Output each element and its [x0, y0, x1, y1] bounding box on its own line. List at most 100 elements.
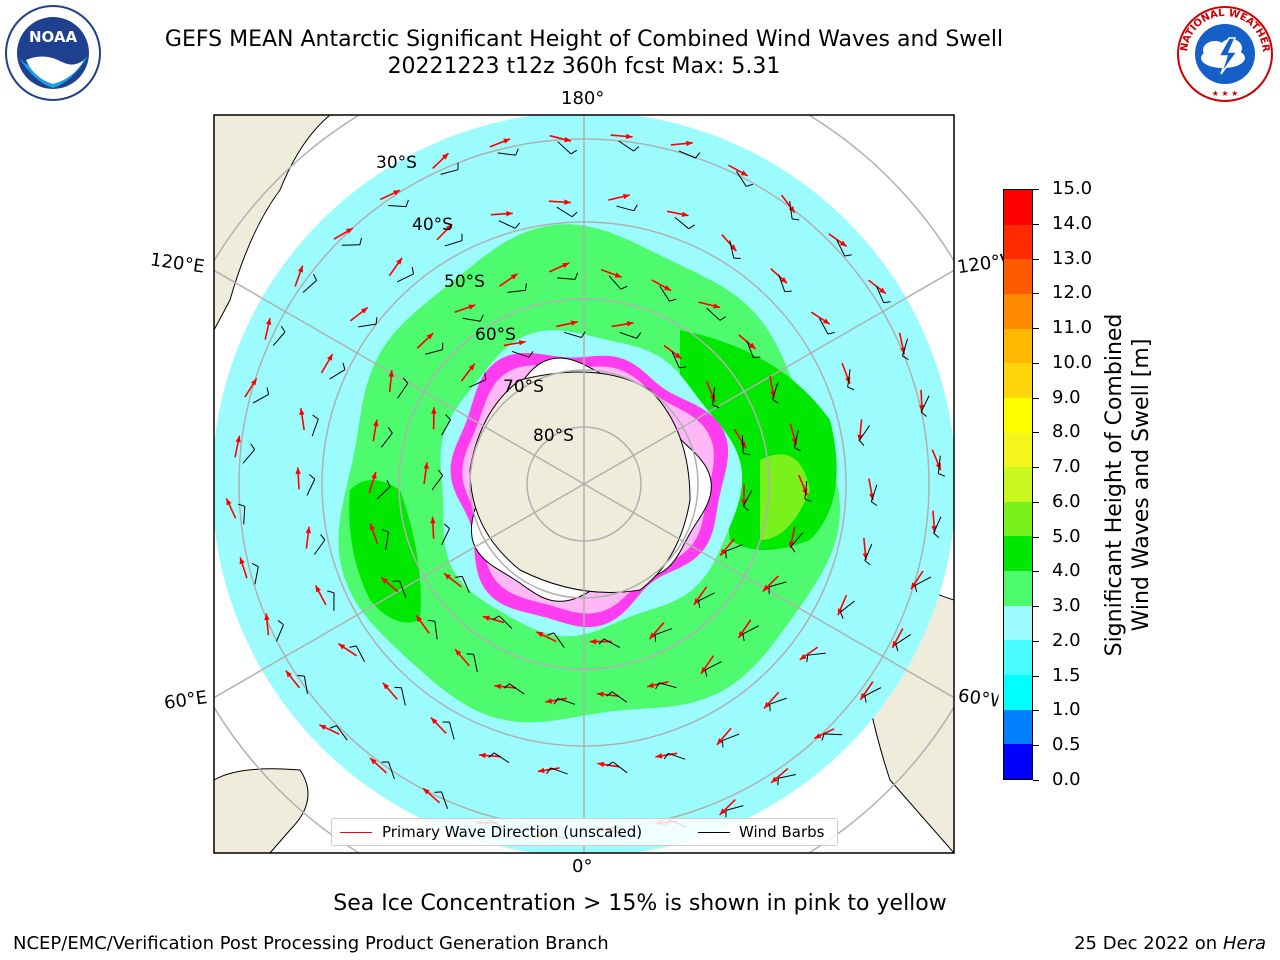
wind-barb-flag: [920, 411, 927, 417]
wind-barb: [507, 289, 526, 293]
wave-arrow-head: [625, 133, 633, 140]
wind-barb: [306, 478, 316, 496]
sea-ice-note: Sea Ice Concentration > 15% is shown in …: [333, 891, 947, 916]
wave-vectors: [225, 133, 946, 840]
wind-barb: [440, 169, 459, 175]
wind-barb: [388, 761, 395, 780]
wave-arrow-head: [416, 615, 423, 623]
wind-barb: [358, 323, 377, 328]
wind-barb: [397, 382, 409, 399]
wind-barb-flag: [933, 532, 940, 538]
wave-arrow-head: [315, 585, 321, 593]
colorbar-tick: [1033, 293, 1039, 295]
wind-barb-flag: [479, 314, 484, 322]
wave-arrow-head: [482, 615, 490, 621]
chart-subtitle: 20221223 t12z 360h fcst Max: 5.31: [387, 54, 781, 79]
wind-barb-flag: [827, 331, 835, 335]
colorbar-tick-label: 11.0: [1052, 317, 1093, 339]
wind-barb: [725, 544, 743, 552]
colorbar-tick-label: 7.0: [1052, 456, 1081, 478]
colorbar-tick: [1033, 328, 1039, 330]
wind-barb: [705, 661, 722, 671]
wave-arrow-head: [626, 321, 634, 327]
wind-barb-flag: [784, 290, 792, 293]
wind-barb: [272, 331, 286, 346]
wave-arrow-head: [319, 724, 327, 731]
wind-barb: [550, 767, 568, 775]
wind-barb-flag: [503, 683, 510, 689]
wind-barb: [793, 429, 799, 448]
wind-barb-flag: [349, 645, 357, 648]
wave-arrow-head: [388, 370, 394, 377]
wind-barb-flag: [606, 691, 613, 697]
colorbar-segment: [1004, 467, 1032, 503]
latitude-label: 80°S: [533, 426, 574, 446]
wind-barb: [807, 652, 826, 656]
colorbar-tick: [1033, 258, 1039, 260]
colorbar-segment: [1004, 363, 1032, 399]
wave-arrow-head: [788, 205, 795, 213]
wind-barb: [864, 543, 873, 561]
nws-logo: NATIONAL WEATHER SERVICE ★ ★ ★: [1175, 4, 1273, 102]
colorbar-segment: [1004, 675, 1032, 711]
wind-barb: [497, 152, 516, 156]
wave-arrow-head: [700, 666, 707, 674]
wind-barb: [388, 204, 407, 208]
wind-barb-flag: [654, 634, 657, 642]
wave-arrow-head: [536, 631, 544, 638]
wave-arrow-head: [822, 318, 830, 325]
wind-barb: [355, 645, 366, 663]
wave-arrow-head: [423, 788, 430, 795]
wind-barb-flag: [387, 427, 393, 434]
wind-barb: [933, 516, 942, 534]
wind-barb-flag: [312, 414, 319, 420]
wind-barb: [659, 285, 670, 302]
wind-barb-flag: [434, 791, 442, 793]
wind-barb-flag: [821, 733, 825, 741]
wind-barb: [706, 307, 721, 321]
wave-arrow-head: [295, 467, 301, 475]
chart-title: GEFS MEAN Antarctic Significant Height o…: [164, 27, 1004, 52]
wind-barb: [254, 566, 259, 585]
wind-barb-flag: [697, 600, 701, 608]
wave-arrow-head: [589, 638, 597, 645]
wind-barb: [434, 621, 438, 640]
wave-arrow-head: [596, 691, 604, 698]
wind-barb-flag: [847, 386, 855, 391]
wind-barb: [725, 805, 744, 811]
wind-barb: [557, 277, 576, 280]
noaa-logo-text: NOAA: [29, 28, 78, 46]
wind-barb-flag: [883, 301, 891, 304]
wind-barb: [329, 369, 346, 380]
wind-barb: [859, 425, 871, 441]
wind-barb-flag: [914, 585, 918, 593]
wave-arrow-head: [479, 752, 486, 759]
wave-arrow-head: [444, 573, 451, 580]
wave-arrow-head: [235, 435, 241, 443]
wave-arrow-head: [839, 240, 847, 247]
wave-arrow-head: [719, 808, 727, 815]
wave-arrow-head: [381, 577, 388, 584]
wave-arrow-head: [562, 262, 570, 269]
wind-barb: [818, 317, 829, 335]
wave-arrow-head: [879, 287, 886, 294]
wind-barb-flag: [313, 273, 318, 281]
wave-arrow-head: [430, 516, 436, 524]
wind-barb: [654, 628, 673, 636]
wave-arrow-head: [730, 244, 737, 252]
colorbar-segment: [1004, 328, 1032, 364]
wave-arrow-head: [647, 682, 655, 688]
colorbar-segment: [1004, 709, 1032, 745]
wind-barb: [736, 170, 747, 187]
colorbar-segment: [1004, 397, 1032, 434]
colorbar-tick: [1033, 745, 1039, 747]
wave-arrow-head: [382, 682, 390, 690]
wind-barb-flag: [902, 355, 909, 361]
wave-arrow-head: [468, 304, 476, 310]
wave-arrow-head: [686, 140, 693, 147]
wave-arrow-head: [326, 353, 333, 361]
wind-barb: [618, 140, 634, 152]
wind-barb-flag: [669, 298, 677, 302]
graticule: [214, 115, 954, 853]
africa-land: [214, 768, 309, 853]
